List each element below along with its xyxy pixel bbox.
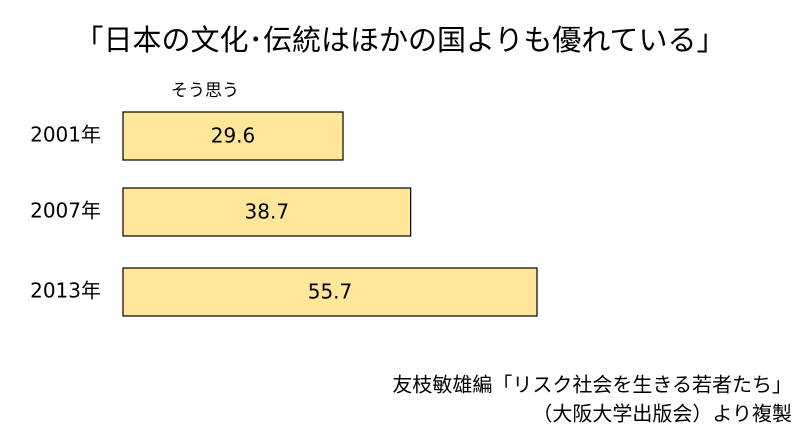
bar <box>122 111 344 161</box>
chart-title: 「日本の文化･伝統はほかの国よりも優れている」 <box>74 23 725 57</box>
y-tick-label: 2013年 <box>30 279 101 303</box>
bar <box>122 187 412 237</box>
series-label: そう思う <box>171 81 239 101</box>
value-label: 55.7 <box>308 280 353 304</box>
value-label: 38.7 <box>245 200 290 224</box>
bar <box>122 267 538 317</box>
value-label: 29.6 <box>211 124 256 148</box>
source-note: （大阪大学出版会）より複製 <box>532 402 792 426</box>
source-note: 友枝敏雄編「リスク社会を生きる若者たち」 <box>392 373 792 397</box>
y-tick-label: 2001年 <box>30 123 101 147</box>
y-tick-label: 2007年 <box>30 199 101 223</box>
